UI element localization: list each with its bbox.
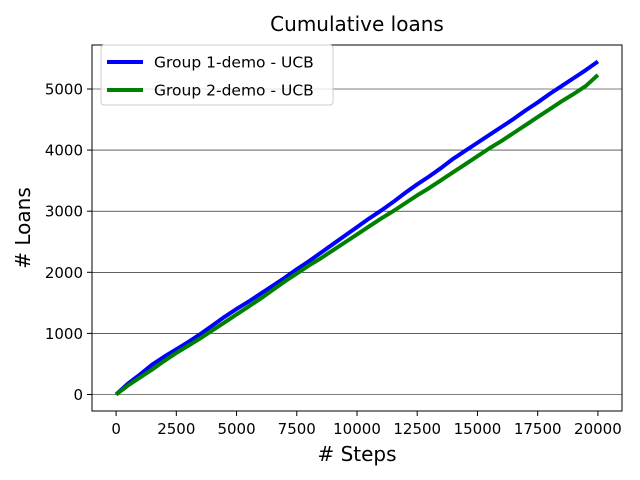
series-lines — [114, 59, 600, 397]
x-tick-label: 12500 — [393, 420, 441, 438]
legend-label-group-2: Group 2-demo - UCB — [154, 82, 314, 100]
x-tick-label: 0 — [111, 420, 121, 438]
y-axis-ticks: 0 1000 2000 3000 4000 5000 — [45, 80, 92, 404]
chart-title: Cumulative loans — [270, 12, 444, 36]
x-tick-label: 5000 — [217, 420, 255, 438]
x-tick-label: 20000 — [574, 420, 622, 438]
x-tick-label: 7500 — [278, 420, 316, 438]
legend-box — [100, 44, 334, 106]
x-axis-label: # Steps — [317, 442, 396, 466]
y-tick-label: 2000 — [45, 264, 83, 282]
series-line-group-1 — [114, 59, 600, 396]
series-line-group-2 — [114, 73, 600, 397]
y-axis-label: # Loans — [11, 187, 35, 269]
y-tick-label: 0 — [73, 386, 83, 404]
y-tick-label: 5000 — [45, 80, 83, 98]
x-tick-label: 15000 — [454, 420, 502, 438]
y-tick-label: 1000 — [45, 325, 83, 343]
legend: Group 1-demo - UCB Group 2-demo - UCB — [100, 44, 334, 106]
legend-label-group-1: Group 1-demo - UCB — [154, 54, 314, 72]
x-tick-label: 17500 — [514, 420, 562, 438]
x-tick-label: 2500 — [157, 420, 195, 438]
y-tick-label: 3000 — [45, 203, 83, 221]
x-axis-ticks: 0 2500 5000 7500 10000 12500 15000 17500 20000 — [111, 411, 622, 438]
grid-lines — [92, 88, 622, 395]
x-tick-label: 10000 — [333, 420, 381, 438]
y-tick-label: 4000 — [45, 142, 83, 160]
